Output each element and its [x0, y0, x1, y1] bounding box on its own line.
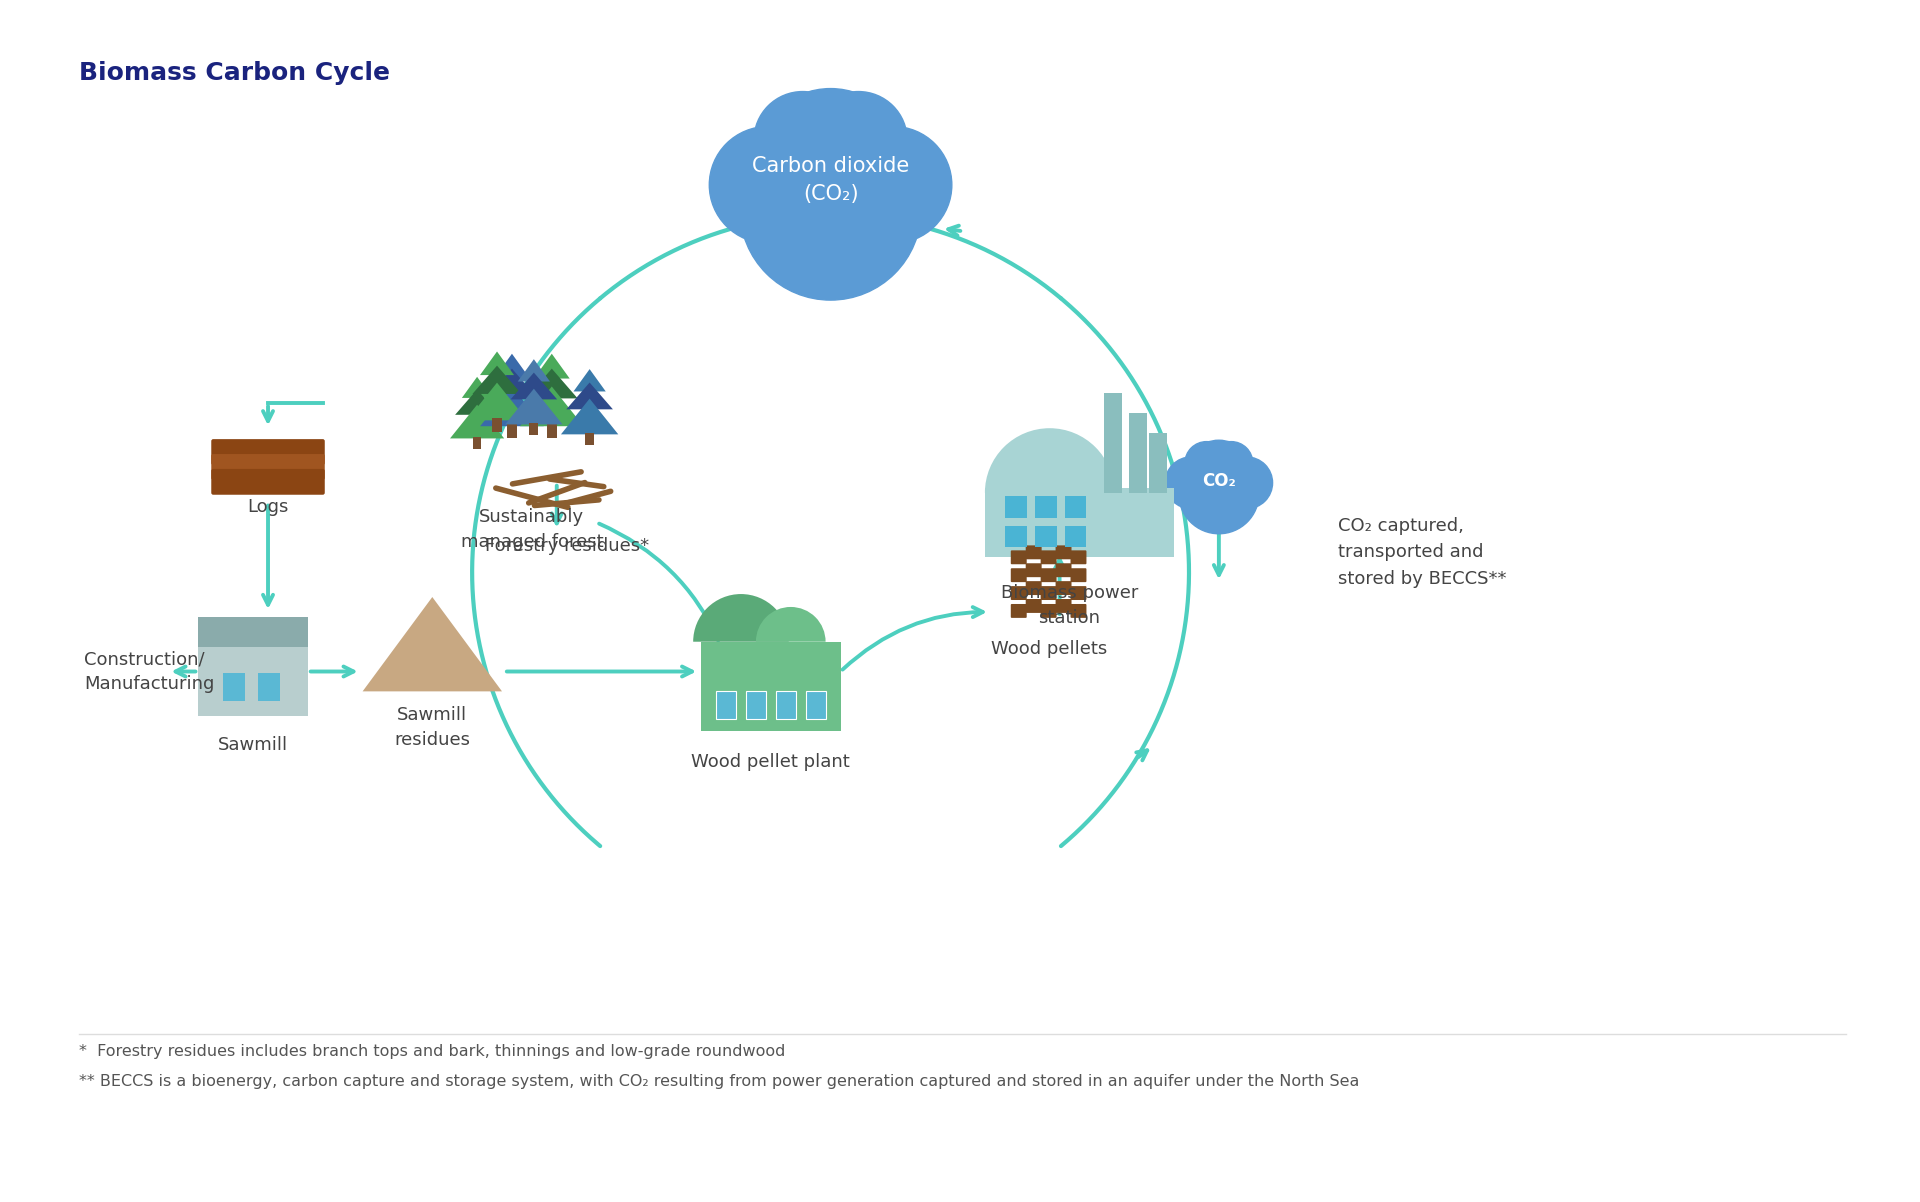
FancyBboxPatch shape	[1104, 393, 1123, 493]
FancyBboxPatch shape	[1150, 433, 1167, 493]
FancyBboxPatch shape	[1041, 569, 1056, 582]
Polygon shape	[505, 388, 563, 424]
Polygon shape	[480, 351, 515, 375]
Wedge shape	[985, 428, 1114, 493]
Text: Carbon dioxide
(CO₂): Carbon dioxide (CO₂)	[753, 156, 910, 204]
Text: CO₂ captured,
transported and
stored by BECCS**: CO₂ captured, transported and stored by …	[1338, 517, 1507, 588]
FancyBboxPatch shape	[1041, 603, 1056, 618]
Polygon shape	[574, 369, 605, 392]
Polygon shape	[511, 373, 557, 399]
FancyBboxPatch shape	[1041, 551, 1056, 564]
Text: Wood pellets: Wood pellets	[991, 639, 1108, 657]
FancyBboxPatch shape	[1071, 569, 1087, 582]
Text: Sawmill
residues: Sawmill residues	[394, 707, 470, 749]
FancyBboxPatch shape	[223, 673, 246, 701]
Polygon shape	[518, 359, 549, 381]
Polygon shape	[493, 353, 530, 379]
Polygon shape	[520, 387, 584, 427]
FancyBboxPatch shape	[547, 424, 557, 439]
FancyBboxPatch shape	[211, 439, 324, 465]
FancyBboxPatch shape	[716, 691, 735, 719]
FancyBboxPatch shape	[198, 617, 307, 647]
Text: Logs: Logs	[248, 498, 288, 516]
FancyBboxPatch shape	[1004, 525, 1027, 547]
Text: Wood pellet plant: Wood pellet plant	[691, 752, 851, 770]
Text: Construction/
Manufacturing: Construction/ Manufacturing	[84, 650, 215, 694]
Polygon shape	[526, 369, 578, 398]
FancyBboxPatch shape	[1056, 599, 1071, 613]
FancyBboxPatch shape	[1064, 495, 1087, 518]
Polygon shape	[363, 597, 501, 691]
Text: Biomass Carbon Cycle: Biomass Carbon Cycle	[79, 61, 390, 85]
Polygon shape	[566, 382, 612, 410]
FancyBboxPatch shape	[1129, 413, 1146, 493]
FancyBboxPatch shape	[701, 642, 841, 731]
FancyBboxPatch shape	[1041, 587, 1056, 600]
FancyBboxPatch shape	[776, 691, 795, 719]
FancyBboxPatch shape	[1010, 587, 1027, 600]
FancyBboxPatch shape	[1004, 495, 1027, 518]
FancyBboxPatch shape	[1010, 551, 1027, 564]
FancyBboxPatch shape	[1056, 546, 1071, 559]
FancyBboxPatch shape	[1056, 564, 1071, 577]
Polygon shape	[480, 387, 543, 427]
FancyBboxPatch shape	[1025, 581, 1043, 595]
Wedge shape	[756, 607, 826, 642]
FancyBboxPatch shape	[211, 454, 324, 480]
FancyBboxPatch shape	[257, 673, 280, 701]
Wedge shape	[693, 594, 789, 642]
Polygon shape	[561, 399, 618, 434]
FancyBboxPatch shape	[1010, 569, 1027, 582]
Text: Biomass power
station: Biomass power station	[1000, 584, 1139, 627]
Polygon shape	[455, 389, 499, 415]
FancyBboxPatch shape	[472, 436, 482, 448]
Polygon shape	[467, 382, 528, 421]
FancyBboxPatch shape	[1064, 525, 1087, 547]
FancyBboxPatch shape	[1025, 564, 1043, 577]
Polygon shape	[486, 369, 538, 398]
Polygon shape	[472, 365, 522, 394]
FancyBboxPatch shape	[1025, 599, 1043, 613]
Polygon shape	[449, 405, 505, 439]
FancyBboxPatch shape	[1035, 495, 1056, 518]
Text: Forestry residues*: Forestry residues*	[484, 537, 649, 555]
FancyBboxPatch shape	[1071, 587, 1087, 600]
FancyBboxPatch shape	[806, 691, 826, 719]
Text: Sustainably
managed forest: Sustainably managed forest	[461, 507, 603, 551]
Text: Sawmill: Sawmill	[219, 736, 288, 754]
FancyBboxPatch shape	[492, 418, 501, 432]
Polygon shape	[534, 353, 570, 379]
FancyBboxPatch shape	[586, 433, 593, 445]
Text: *  Forestry residues includes branch tops and bark, thinnings and low-grade roun: * Forestry residues includes branch tops…	[79, 1043, 785, 1059]
FancyBboxPatch shape	[530, 423, 538, 435]
Polygon shape	[463, 376, 492, 398]
FancyBboxPatch shape	[747, 691, 766, 719]
FancyBboxPatch shape	[1071, 603, 1087, 618]
Text: CO₂: CO₂	[1202, 472, 1236, 490]
FancyBboxPatch shape	[211, 469, 324, 495]
FancyBboxPatch shape	[1035, 525, 1056, 547]
Text: ** BECCS is a bioenergy, carbon capture and storage system, with CO₂ resulting f: ** BECCS is a bioenergy, carbon capture …	[79, 1073, 1359, 1089]
FancyBboxPatch shape	[198, 647, 307, 716]
FancyBboxPatch shape	[1056, 581, 1071, 595]
FancyBboxPatch shape	[1071, 551, 1087, 564]
FancyBboxPatch shape	[1010, 603, 1027, 618]
FancyBboxPatch shape	[507, 424, 516, 439]
FancyBboxPatch shape	[1025, 546, 1043, 559]
FancyBboxPatch shape	[985, 488, 1173, 558]
